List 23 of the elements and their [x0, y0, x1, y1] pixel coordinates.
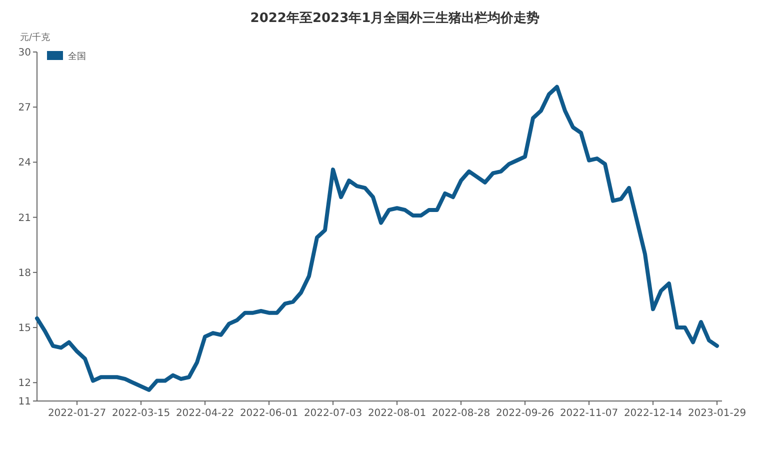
x-tick-label: 2022-03-15 [112, 408, 170, 419]
x-tick-label: 2023-01-29 [688, 408, 746, 419]
line-series [35, 84, 719, 392]
x-tick-label: 2022-06-01 [240, 408, 298, 419]
x-tick-label: 2022-07-03 [304, 408, 362, 419]
y-tick-label: 27 [18, 102, 31, 114]
y-tick-label: 24 [18, 158, 31, 169]
x-tick-label: 2022-08-01 [368, 408, 426, 419]
y-axis-title: 元/千克 [20, 32, 50, 43]
x-tick-label: 2022-04-22 [176, 408, 234, 419]
x-tick-label: 2022-09-26 [496, 408, 554, 419]
y-tick-label: 15 [18, 323, 31, 334]
y-tick-label: 18 [18, 268, 31, 279]
x-tick-label: 2022-12-14 [624, 408, 682, 419]
x-tick-label: 2022-08-28 [432, 408, 490, 419]
x-tick-label: 2022-01-27 [48, 408, 106, 419]
chart-title: 2022年至2023年1月全国外三生猪出栏均价走势 [250, 10, 540, 26]
y-tick-label: 21 [18, 212, 31, 224]
x-tick-label: 2022-11-07 [560, 408, 618, 419]
legend-label: 全国 [68, 51, 86, 62]
y-tick-label: 30 [18, 48, 31, 58]
y-tick-label: 11 [18, 396, 31, 408]
y-tick-label: 12 [18, 378, 31, 390]
